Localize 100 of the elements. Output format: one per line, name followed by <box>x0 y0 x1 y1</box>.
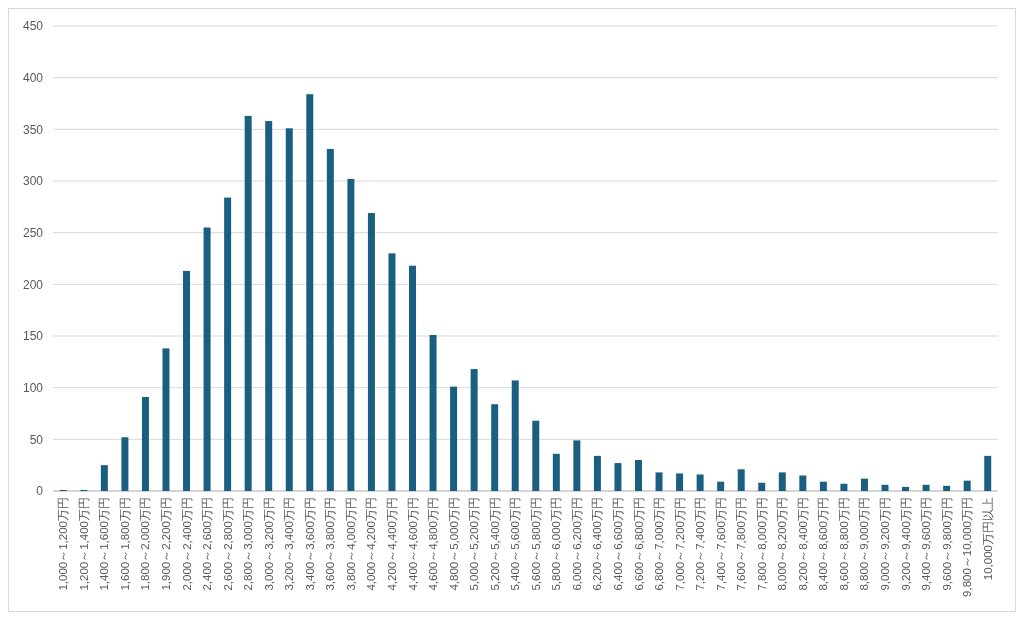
bar <box>183 270 191 491</box>
bar <box>367 213 375 491</box>
x-tick-label: 8,600～8,800万円 <box>837 497 850 591</box>
x-tick-label: 6,400～6,600万円 <box>611 497 624 591</box>
x-tick-label: 9,800～10,000万円 <box>961 497 974 597</box>
bar <box>593 455 601 491</box>
x-tick-label: 7,400～7,600万円 <box>714 497 727 591</box>
x-tick-label: 9,600～9,800万円 <box>940 497 953 591</box>
bar <box>902 486 910 491</box>
y-tick-label: 300 <box>22 174 44 189</box>
bar <box>100 465 108 491</box>
x-tick-label: 7,800～8,000万円 <box>755 497 768 591</box>
bar <box>326 148 334 491</box>
bar <box>696 474 704 491</box>
bar <box>943 485 951 491</box>
bar <box>860 478 868 491</box>
bar <box>265 121 273 491</box>
bar <box>162 348 170 491</box>
x-tick-label: 2,600～2,800万円 <box>221 497 234 591</box>
x-tick-label: 5,600～5,800万円 <box>529 497 542 591</box>
bar <box>717 481 725 491</box>
bar <box>963 480 971 491</box>
x-tick-label: 3,000～3,200万円 <box>262 497 275 591</box>
y-tick-label: 150 <box>22 329 44 344</box>
x-tick-label: 1,800～2,000万円 <box>139 497 152 591</box>
bar <box>347 178 355 491</box>
bar <box>470 369 478 491</box>
bar <box>409 265 416 491</box>
y-tick-label: 50 <box>29 432 44 447</box>
x-tick-label: 8,800～9,000万円 <box>858 497 871 591</box>
x-tick-label: 10,000万円以上 <box>981 497 994 581</box>
bar <box>141 396 149 491</box>
x-tick-label: 9,000～9,200万円 <box>879 497 892 591</box>
y-tick-label: 350 <box>22 122 44 137</box>
y-tick-label: 100 <box>22 380 44 395</box>
x-tick-label: 3,200～3,400万円 <box>283 497 296 591</box>
x-tick-label: 1,900～2,200万円 <box>160 497 173 591</box>
bar <box>778 472 786 491</box>
x-tick-label: 4,600～4,800万円 <box>427 497 440 591</box>
x-tick-label: 4,200～4,400万円 <box>385 497 398 591</box>
bar <box>819 481 827 491</box>
x-tick-label: 6,200～6,400万円 <box>591 497 604 591</box>
bar <box>511 380 519 491</box>
x-tick-label: 3,600～3,800万円 <box>324 497 337 591</box>
bar <box>429 334 437 491</box>
bar <box>491 404 499 491</box>
x-tick-label: 4,800～5,000万円 <box>447 497 460 591</box>
y-tick-label: 450 <box>22 19 44 34</box>
x-tick-label: 9,200～9,400万円 <box>899 497 912 591</box>
bar <box>922 484 930 491</box>
bar <box>573 440 581 491</box>
bar <box>388 253 396 491</box>
bar <box>737 469 745 491</box>
bar <box>285 128 293 491</box>
bar <box>450 386 458 491</box>
x-tick-label: 5,400～5,600万円 <box>509 497 522 591</box>
x-tick-label: 4,000～4,200万円 <box>365 497 378 591</box>
x-tick-label: 8,200～8,400万円 <box>796 497 809 591</box>
x-tick-label: 6,000～6,200万円 <box>570 497 583 591</box>
x-tick-label: 7,000～7,200万円 <box>673 497 686 591</box>
bar <box>121 437 129 491</box>
x-tick-label: 7,600～7,800万円 <box>735 497 748 591</box>
y-tick-label: 400 <box>22 70 44 85</box>
bar <box>244 115 252 491</box>
x-tick-label: 1,200～1,400万円 <box>77 497 90 591</box>
x-tick-label: 1,400～1,600万円 <box>98 497 111 591</box>
bar <box>758 482 766 491</box>
bar <box>614 463 622 491</box>
x-tick-label: 5,200～5,400万円 <box>488 497 501 591</box>
x-tick-label: 8,000～8,200万円 <box>776 497 789 591</box>
bar <box>881 484 889 491</box>
bar <box>799 475 807 491</box>
bar <box>840 483 848 491</box>
x-tick-label: 5,000～5,200万円 <box>468 497 481 591</box>
bar <box>635 460 642 491</box>
x-tick-label: 3,400～3,600万円 <box>303 497 316 591</box>
x-tick-label: 8,400～8,600万円 <box>817 497 830 591</box>
bar <box>306 94 314 491</box>
bar <box>224 197 232 491</box>
bar <box>655 472 663 491</box>
bar <box>203 227 211 491</box>
x-tick-label: 6,800～7,000万円 <box>653 497 666 591</box>
bar <box>676 473 684 491</box>
y-tick-label: 200 <box>22 277 44 292</box>
x-tick-label: 6,600～6,800万円 <box>632 497 645 591</box>
x-tick-label: 2,400～2,600万円 <box>201 497 214 591</box>
x-tick-label: 1,600～1,800万円 <box>118 497 131 591</box>
bar <box>552 453 560 491</box>
bar <box>984 455 992 491</box>
x-tick-label: 2,000～2,400万円 <box>180 497 193 591</box>
x-tick-label: 2,800～3,000万円 <box>242 497 255 591</box>
y-tick-label: 0 <box>36 484 44 499</box>
x-tick-label: 4,400～4,600万円 <box>406 497 419 591</box>
x-tick-label: 7,200～7,400万円 <box>694 497 707 591</box>
x-tick-label: 5,800～6,000万円 <box>550 497 563 591</box>
x-tick-label: 9,400～9,600万円 <box>920 497 933 591</box>
x-tick-label: 1,000～1,200万円 <box>57 497 70 591</box>
y-tick-label: 250 <box>22 225 44 240</box>
x-tick-label: 3,800～4,000万円 <box>344 497 357 591</box>
bar <box>532 420 540 491</box>
